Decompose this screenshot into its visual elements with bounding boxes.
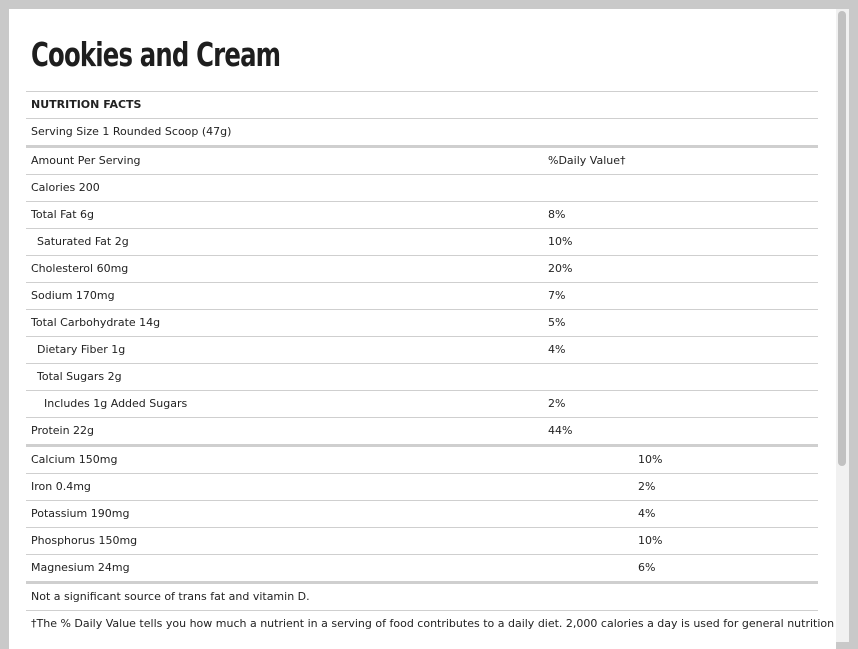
nutrition-header: NUTRITION FACTS xyxy=(31,98,142,111)
nutrient-label: Total Sugars 2g xyxy=(37,370,122,383)
nutrient-label: Saturated Fat 2g xyxy=(37,235,129,248)
nutrient-dv: 5% xyxy=(548,316,566,329)
mineral-dv: 10% xyxy=(638,453,663,466)
nutrient-row: Sodium 170mg 7% xyxy=(26,282,818,309)
nutrient-row: Protein 22g 44% xyxy=(26,417,818,444)
nutrient-dv: 8% xyxy=(548,208,566,221)
nutrient-label: Sodium 170mg xyxy=(31,289,115,302)
scrollbar[interactable] xyxy=(836,9,849,642)
nutrient-row: Dietary Fiber 1g 4% xyxy=(26,336,818,363)
nutrition-modal: Cookies and Cream NUTRITION FACTS Servin… xyxy=(9,9,836,649)
mineral-dv: 2% xyxy=(638,480,656,493)
nutrient-dv: 20% xyxy=(548,262,573,275)
nutrient-label: Dietary Fiber 1g xyxy=(37,343,126,356)
product-title: Cookies and Cream xyxy=(31,35,281,74)
footnote-row: Not a significant source of trans fat an… xyxy=(26,581,818,610)
mineral-row: Magnesium 24mg 6% xyxy=(26,554,818,581)
mineral-label: Phosphorus 150mg xyxy=(31,534,138,547)
scrollbar-thumb[interactable] xyxy=(838,11,846,466)
nutrient-row: Cholesterol 60mg 20% xyxy=(26,255,818,282)
nutrition-header-row: NUTRITION FACTS xyxy=(26,91,818,118)
mineral-label: Iron 0.4mg xyxy=(31,480,91,493)
calories-label: Calories 200 xyxy=(31,181,100,194)
mineral-label: Calcium 150mg xyxy=(31,453,118,466)
nutrient-label: Total Fat 6g xyxy=(31,208,95,221)
mineral-dv: 4% xyxy=(638,507,656,520)
nutrient-row: Total Fat 6g 8% xyxy=(26,201,818,228)
mineral-row: Potassium 190mg 4% xyxy=(26,500,818,527)
amount-header-row: Amount Per Serving %Daily Value† xyxy=(26,145,818,174)
nutrient-dv: 2% xyxy=(548,397,566,410)
daily-value-header: %Daily Value† xyxy=(548,154,626,167)
footnote-row: †The % Daily Value tells you how much a … xyxy=(26,610,836,637)
mineral-dv: 6% xyxy=(638,561,656,574)
mineral-row: Calcium 150mg 10% xyxy=(26,444,818,473)
serving-size-row: Serving Size 1 Rounded Scoop (47g) xyxy=(26,118,818,145)
mineral-label: Potassium 190mg xyxy=(31,507,130,520)
mineral-dv: 10% xyxy=(638,534,663,547)
mineral-row: Iron 0.4mg 2% xyxy=(26,473,818,500)
nutrient-row: Total Sugars 2g xyxy=(26,363,818,390)
nutrition-facts-table: NUTRITION FACTS Serving Size 1 Rounded S… xyxy=(26,91,836,637)
nutrient-label: Cholesterol 60mg xyxy=(31,262,129,275)
nutrient-row: Includes 1g Added Sugars 2% xyxy=(26,390,818,417)
serving-size: Serving Size 1 Rounded Scoop (47g) xyxy=(31,125,232,138)
mineral-label: Magnesium 24mg xyxy=(31,561,130,574)
nutrient-label: Protein 22g xyxy=(31,424,95,437)
nutrient-row: Total Carbohydrate 14g 5% xyxy=(26,309,818,336)
nutrient-label: Includes 1g Added Sugars xyxy=(44,397,188,410)
nutrient-label: Total Carbohydrate 14g xyxy=(31,316,161,329)
amount-per-serving-label: Amount Per Serving xyxy=(31,154,141,167)
calories-row: Calories 200 xyxy=(26,174,818,201)
nutrient-dv: 7% xyxy=(548,289,566,302)
nutrient-dv: 4% xyxy=(548,343,566,356)
nutrient-dv: 10% xyxy=(548,235,573,248)
footnote-daily-value: †The % Daily Value tells you how much a … xyxy=(31,617,836,630)
nutrient-row: Saturated Fat 2g 10% xyxy=(26,228,818,255)
mineral-row: Phosphorus 150mg 10% xyxy=(26,527,818,554)
nutrient-dv: 44% xyxy=(548,424,573,437)
footnote-trans-fat: Not a significant source of trans fat an… xyxy=(31,590,310,603)
